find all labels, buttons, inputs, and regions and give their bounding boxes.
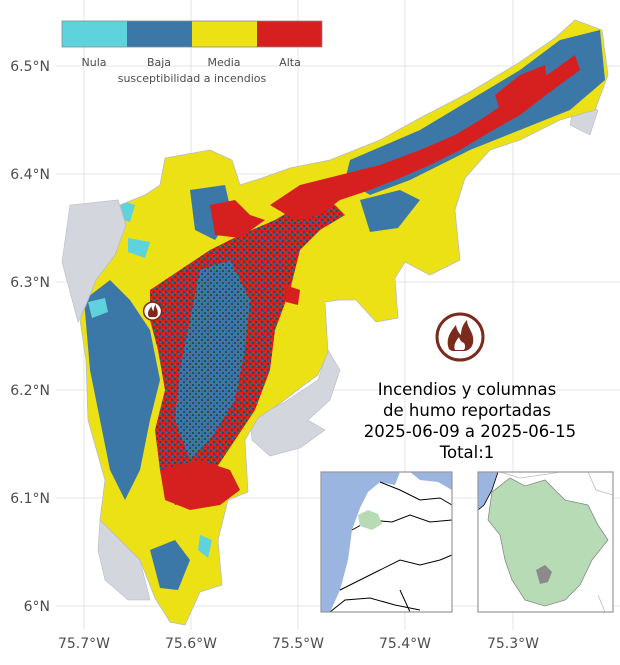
legend-label-media: Media xyxy=(207,56,240,69)
report-summary: Incendios y columnas de humo reportadas … xyxy=(364,380,576,462)
legend-swatch-alta xyxy=(257,21,322,47)
legend-swatch-baja xyxy=(127,21,192,47)
lat-tick-label: 6.4°N xyxy=(10,167,50,183)
legend-label-alta: Alta xyxy=(279,56,301,69)
inset-study-area xyxy=(536,565,552,584)
report-title-line1: Incendios y columnas xyxy=(378,380,556,399)
inset-country-map xyxy=(320,471,453,613)
lat-tick-label: 6.1°N xyxy=(10,491,50,507)
report-date-range: 2025-06-09 a 2025-06-15 xyxy=(364,422,576,441)
lat-tick-label: 6.2°N xyxy=(10,383,50,399)
fire-report-markers xyxy=(142,301,163,321)
legend-label-nula: Nula xyxy=(82,56,107,69)
legend-swatch-nula xyxy=(62,21,127,47)
lon-tick-label: 75.4°W xyxy=(379,636,431,652)
legend-label-baja: Baja xyxy=(147,56,171,69)
inset-highlight-region xyxy=(358,510,382,530)
legend-title: susceptibilidad a incendios xyxy=(118,72,267,85)
lat-tick-label: 6.5°N xyxy=(10,59,50,75)
longitude-tick-labels: 75.7°W 75.6°W 75.5°W 75.4°W 75.3°W xyxy=(58,636,539,652)
lon-tick-label: 75.5°W xyxy=(272,636,324,652)
lat-tick-label: 6°N xyxy=(24,599,50,615)
fire-report-marker xyxy=(142,301,163,321)
legend-swatch-media xyxy=(192,21,257,47)
inset-department-map xyxy=(477,471,614,613)
lon-tick-label: 75.7°W xyxy=(58,636,110,652)
lon-tick-label: 75.3°W xyxy=(487,636,539,652)
report-total: Total:1 xyxy=(439,443,495,462)
latitude-tick-labels: 6.5°N 6.4°N 6.3°N 6.2°N 6.1°N 6°N xyxy=(10,59,50,615)
basin-outline xyxy=(79,19,609,626)
lat-tick-label: 6.3°N xyxy=(10,275,50,291)
report-title-line2: de humo reportadas xyxy=(383,401,551,420)
legend: Nula Baja Media Alta susceptibilidad a i… xyxy=(61,20,323,85)
lon-tick-label: 75.6°W xyxy=(165,636,217,652)
fire-icon xyxy=(435,312,485,362)
outside-region xyxy=(61,99,599,601)
inset-department-shape xyxy=(487,477,609,607)
legend-frame xyxy=(61,20,323,48)
